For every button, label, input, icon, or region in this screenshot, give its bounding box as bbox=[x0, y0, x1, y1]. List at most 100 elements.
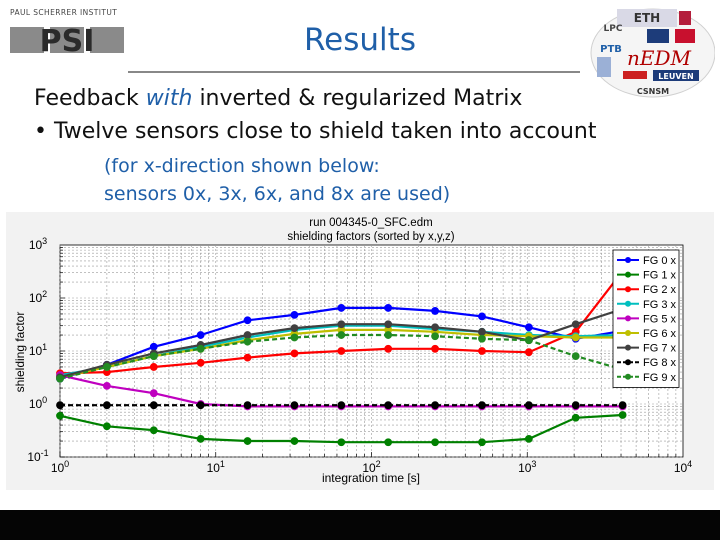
chart-subtitle: shielding factors (sorted by x,y,z) bbox=[287, 231, 454, 243]
legend-label-3: FG 3 x bbox=[643, 299, 677, 311]
bullet-feedback-post: inverted & regularized Matrix bbox=[192, 86, 523, 111]
legend-label-7: FG 8 x bbox=[643, 357, 677, 369]
y-tick-label-2: 101 bbox=[29, 342, 47, 358]
legend-marker-0 bbox=[625, 257, 631, 263]
y-tick-label-4: 103 bbox=[29, 236, 47, 252]
series-2-point-4 bbox=[243, 353, 252, 362]
logo-leuven: LEUVEN bbox=[658, 72, 693, 81]
x-tick-label-4: 104 bbox=[674, 459, 692, 475]
series-7-point-4 bbox=[243, 401, 252, 410]
series-1 bbox=[56, 411, 627, 447]
x-tick-label-0: 100 bbox=[51, 459, 69, 475]
series-1-point-3 bbox=[196, 434, 205, 443]
series-1-point-0 bbox=[56, 411, 64, 420]
sensor-note-line1: (for x-direction shown below: bbox=[104, 155, 380, 177]
series-2-point-5 bbox=[290, 349, 299, 358]
psi-logo: PAUL SCHERRER INSTITUT PSI bbox=[10, 8, 140, 58]
logo-nedm: nEDM bbox=[627, 46, 692, 70]
series-6-point-7 bbox=[384, 320, 393, 329]
bullet-feedback: Feedback with inverted & regularized Mat… bbox=[34, 86, 522, 111]
legend-marker-6 bbox=[625, 344, 631, 351]
series-0-point-4 bbox=[243, 316, 252, 325]
series-7-point-9 bbox=[478, 401, 486, 410]
series-7-point-10 bbox=[524, 401, 533, 410]
series-6-point-5 bbox=[290, 324, 299, 333]
series-4-point-1 bbox=[102, 381, 111, 390]
series-1-point-4 bbox=[243, 437, 252, 445]
series-0-point-5 bbox=[290, 310, 299, 319]
y-axis-label: shielding factor bbox=[13, 312, 27, 393]
bullet-feedback-pre: Feedback bbox=[34, 86, 146, 111]
series-1-point-12 bbox=[618, 411, 627, 419]
series-2-point-2 bbox=[149, 363, 158, 371]
series-7-point-1 bbox=[102, 401, 111, 410]
y-tick-label-0: 10-1 bbox=[27, 448, 48, 464]
series-8-point-6 bbox=[337, 331, 346, 339]
series-0-point-8 bbox=[431, 307, 439, 315]
series-1-point-10 bbox=[524, 434, 533, 443]
legend-marker-3 bbox=[625, 300, 631, 307]
series-7-point-0 bbox=[56, 401, 64, 410]
series-0-point-9 bbox=[478, 312, 486, 321]
series-6-point-11 bbox=[571, 320, 580, 329]
legend-label-1: FG 1 x bbox=[643, 270, 677, 282]
psi-logo-text: PSI bbox=[40, 24, 95, 57]
x-tick-label-3: 103 bbox=[518, 459, 536, 475]
legend-marker-2 bbox=[625, 286, 631, 293]
series-1-point-11 bbox=[571, 413, 580, 422]
footer-bar bbox=[0, 510, 720, 540]
logo-ptb: PTB bbox=[600, 44, 622, 55]
series-6-point-6 bbox=[337, 320, 346, 329]
logo-csnsm: CSNSM bbox=[637, 87, 669, 96]
psi-logo-mark: PSI bbox=[10, 24, 124, 57]
legend-label-4: FG 5 x bbox=[643, 313, 677, 325]
series-8-point-7 bbox=[384, 331, 393, 339]
institute-name: PAUL SCHERRER INSTITUT bbox=[10, 8, 118, 17]
series-6-point-9 bbox=[478, 327, 486, 336]
series-7-point-11 bbox=[571, 401, 580, 410]
series-lines bbox=[56, 267, 627, 447]
y-tick-label-3: 102 bbox=[29, 289, 47, 305]
series-2-point-3 bbox=[196, 358, 205, 367]
series-1-point-7 bbox=[384, 438, 393, 447]
series-7-point-8 bbox=[431, 401, 439, 410]
series-0-point-10 bbox=[524, 323, 533, 332]
series-8-point-10 bbox=[524, 336, 533, 345]
series-6-point-8 bbox=[431, 323, 439, 332]
legend-label-8: FG 9 x bbox=[643, 372, 677, 384]
series-7 bbox=[56, 401, 627, 410]
legend-marker-1 bbox=[625, 271, 631, 278]
series-7-point-6 bbox=[337, 401, 346, 410]
legend-marker-5 bbox=[625, 330, 631, 336]
legend-marker-4 bbox=[625, 315, 631, 322]
shielding-factor-chart: run 004345-0_SFC.edm shielding factors (… bbox=[6, 212, 714, 490]
chart-title: run 004345-0_SFC.edm bbox=[309, 217, 432, 229]
series-7-point-3 bbox=[196, 401, 205, 410]
x-tick-label-1: 101 bbox=[207, 459, 225, 475]
title-divider bbox=[128, 71, 580, 73]
logo-eth: ETH bbox=[634, 11, 660, 25]
series-8-point-1 bbox=[102, 363, 111, 371]
series-2-point-7 bbox=[384, 344, 393, 353]
series-7-point-7 bbox=[384, 401, 393, 410]
series-0-point-2 bbox=[149, 342, 158, 351]
series-0-point-6 bbox=[337, 304, 346, 312]
sensor-note-line2: sensors 0x, 3x, 6x, and 8x are used) bbox=[104, 183, 451, 205]
series-1-point-9 bbox=[478, 438, 486, 447]
x-axis-label: integration time [s] bbox=[322, 471, 420, 485]
legend-marker-7 bbox=[625, 359, 631, 366]
legend: FG 0 x FG 1 x FG 2 x FG 3 x FG 5 x FG 6 x FG 7… bbox=[612, 249, 680, 388]
series-1-point-1 bbox=[102, 422, 111, 431]
series-1-point-5 bbox=[290, 437, 299, 445]
y-tick-label-1: 100 bbox=[29, 395, 47, 411]
series-2-point-9 bbox=[478, 347, 486, 355]
partner-logos: ETH LPC PTB nEDM LEUVEN CSNSM bbox=[590, 8, 715, 98]
series-2-point-8 bbox=[431, 344, 439, 353]
series-2-point-6 bbox=[337, 347, 346, 355]
series-0-point-7 bbox=[384, 304, 393, 312]
legend-label-6: FG 7 x bbox=[643, 343, 677, 355]
series-8-point-4 bbox=[243, 337, 252, 346]
series-4-point-2 bbox=[149, 389, 158, 398]
bullet-feedback-emphasis: with bbox=[145, 86, 193, 111]
chart-svg: run 004345-0_SFC.edm shielding factors (… bbox=[13, 217, 692, 485]
